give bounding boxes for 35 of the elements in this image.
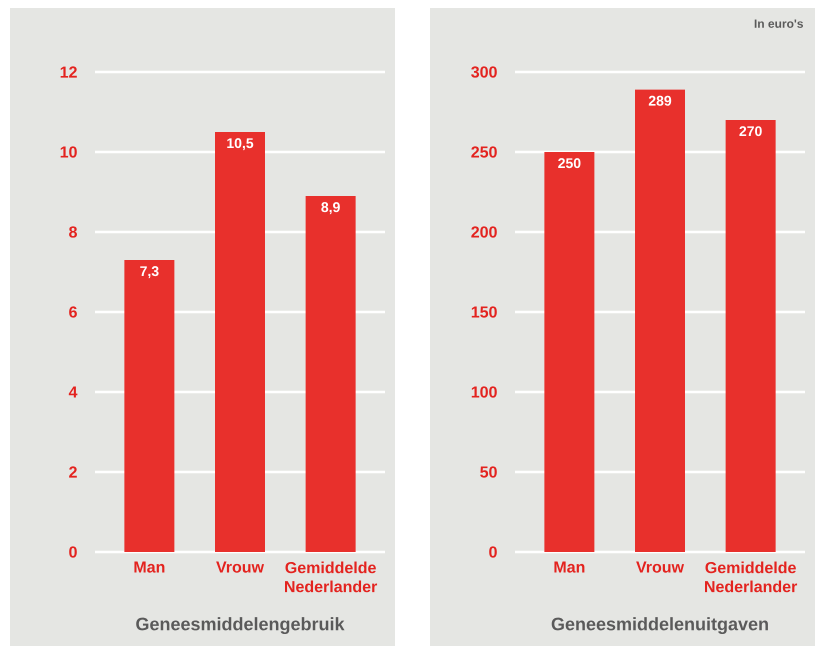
y-tick-label: 250	[471, 146, 497, 158]
y-tick-label: 12	[60, 66, 77, 78]
bar	[544, 152, 594, 552]
data-label: 7,3	[140, 266, 159, 278]
y-tick-label: 0	[489, 546, 497, 558]
y-tick-label: 50	[480, 466, 497, 478]
y-tick-label: 6	[69, 306, 77, 318]
y-tick-label: 150	[472, 306, 497, 318]
x-tick-label: Gemiddelde Nederlander	[285, 562, 378, 592]
y-tick-label: 200	[471, 226, 497, 238]
bar	[306, 196, 356, 552]
y-tick-label: 8	[69, 226, 77, 238]
x-axis-title: Geneesmiddelengebruik	[136, 617, 345, 634]
data-label: 10,5	[227, 138, 254, 150]
x-tick-label: Gemiddelde Nederlander	[705, 562, 798, 592]
y-tick-label: 4	[68, 386, 78, 398]
data-label: 8,9	[321, 202, 340, 214]
data-label: 250	[558, 158, 580, 168]
y-tick-label: 300	[471, 66, 497, 78]
y-tick-label: 2	[69, 466, 77, 478]
x-tick-label: Man	[554, 562, 584, 573]
y-tick-label: 0	[69, 546, 77, 558]
x-tick-label: Vrouw	[216, 562, 264, 573]
y-tick-label: 100	[472, 386, 497, 398]
bar	[635, 90, 686, 552]
bar	[215, 132, 265, 552]
x-tick-label: Man	[134, 562, 164, 573]
x-axis-title: Geneesmiddelenuitgaven	[552, 617, 768, 634]
bar	[124, 260, 174, 552]
x-tick-label: Vrouw	[636, 562, 684, 573]
data-label: 289	[648, 96, 672, 106]
text: In euro's	[754, 20, 803, 28]
y-tick-label: 10	[60, 146, 77, 158]
bar	[726, 120, 776, 552]
data-label: 270	[739, 126, 762, 136]
